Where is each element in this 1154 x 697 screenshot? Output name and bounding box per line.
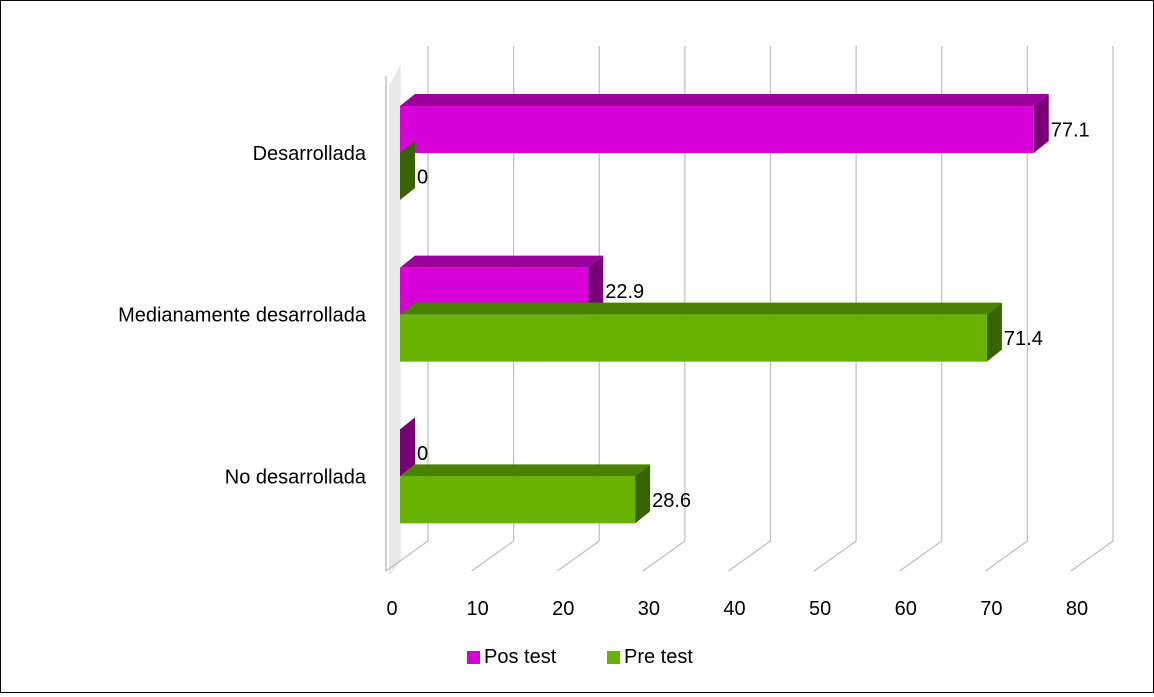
- x-tick-label-40: 40: [723, 598, 745, 620]
- legend-swatch-pre-test: [607, 651, 620, 664]
- bar-pre-test-3-side: [635, 464, 651, 524]
- category-label-3: No desarrollada: [225, 466, 367, 488]
- gridline-floor-70: [985, 540, 1028, 572]
- legend: Pos test Pre test: [467, 646, 693, 668]
- legend-label-pos-test: Pos test: [484, 646, 557, 668]
- bar-pos-test-2-top: [400, 255, 604, 268]
- gridline-floor-40: [728, 540, 771, 572]
- x-tick-label-20: 20: [552, 598, 574, 620]
- bars: [400, 94, 1049, 524]
- bar-pre-test-3: [400, 476, 636, 524]
- x-tick-label-60: 60: [895, 598, 917, 620]
- bar-pos-test-1-top: [400, 94, 1049, 106]
- gridline-floor-30: [642, 540, 686, 572]
- gridline-floor-20: [556, 540, 600, 572]
- bar-pre-test-1-side: [400, 141, 415, 200]
- gridline-floor-50: [813, 540, 857, 572]
- data-label-pre-test-2: 71.4: [1004, 328, 1043, 350]
- left-wall-shadow: [389, 64, 401, 576]
- category-label-2: Medianamente desarrollada: [118, 305, 367, 327]
- category-labels: Desarrollada Medianamente desarrollada No …: [118, 143, 367, 488]
- x-tick-label-30: 30: [638, 598, 660, 620]
- gridline-floor-80: [1070, 540, 1114, 572]
- gridline-floor-10: [471, 540, 514, 572]
- x-tick-label-70: 70: [980, 598, 1002, 620]
- data-label-pos-test-3: 0: [417, 443, 428, 465]
- bar-pre-test-2-side: [986, 302, 1002, 362]
- data-labels: 77.1 0 22.9 71.4 0 28.6: [417, 120, 1090, 512]
- legend-swatch-pos-test: [467, 651, 480, 664]
- data-label-pre-test-3: 28.6: [652, 490, 691, 512]
- legend-label-pre-test: Pre test: [624, 646, 693, 668]
- chart-walls: [385, 64, 401, 576]
- data-label-pre-test-1: 0: [417, 167, 428, 189]
- x-tick-labels: 0 10 20 30 40 50 60 70 80: [386, 598, 1088, 620]
- x-tick-label-0: 0: [386, 598, 397, 620]
- gridline-floor-60: [899, 540, 943, 572]
- gridline-floor-0: [385, 540, 429, 572]
- bar-pre-test-3-top: [400, 464, 651, 477]
- x-tick-label-10: 10: [467, 598, 489, 620]
- x-tick-label-80: 80: [1066, 598, 1088, 620]
- bar-pos-test-1: [400, 106, 1034, 153]
- bar-pre-test-2: [400, 314, 987, 362]
- data-label-pos-test-2: 22.9: [605, 281, 644, 303]
- category-label-1: Desarrollada: [253, 143, 367, 165]
- bar-pre-test-2-top: [400, 302, 1002, 315]
- data-label-pos-test-1: 77.1: [1051, 120, 1090, 142]
- x-tick-label-50: 50: [809, 598, 831, 620]
- bar-pos-test-3-side: [400, 417, 415, 477]
- bar-pos-test-2-side: [588, 255, 604, 315]
- bar-pos-test-1-side: [1033, 94, 1049, 153]
